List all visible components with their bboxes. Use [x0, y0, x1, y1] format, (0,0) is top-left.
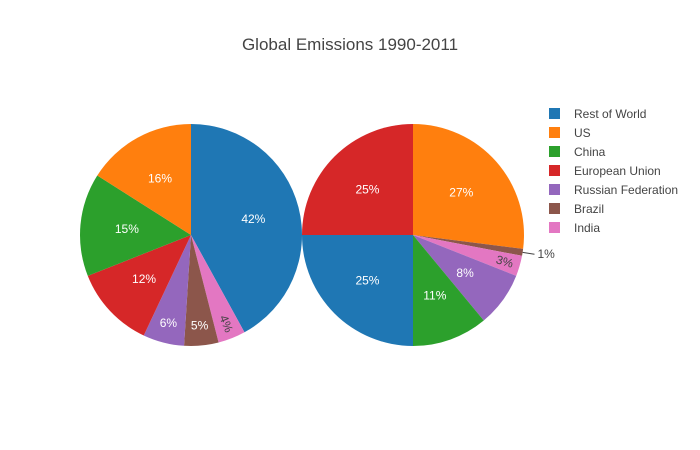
pie2-label-china: 11% [423, 289, 446, 303]
pie1-label-brazil: 5% [191, 319, 209, 333]
legend[interactable]: Rest of World US China European Union Russia… [549, 107, 678, 235]
legend-swatch-russian-federation [549, 184, 560, 195]
pie2-label-rest-of-world: 25% [355, 274, 379, 288]
legend-item-china[interactable]: China [549, 145, 606, 159]
legend-label-russian-federation: Russian Federation [574, 183, 678, 197]
pie2-leader-brazil [522, 251, 535, 255]
legend-label-european-union: European Union [574, 164, 661, 178]
pie2-slice-china[interactable] [413, 235, 484, 346]
legend-item-european-union[interactable]: European Union [549, 164, 661, 178]
legend-label-china: China [574, 145, 606, 159]
pie1-slice-china[interactable] [79, 175, 191, 276]
pie2-label-russian-federation: 8% [456, 266, 474, 280]
pie1-label-russian-federation: 6% [160, 316, 178, 330]
pie1-label-china: 15% [115, 222, 139, 236]
legend-swatch-european-union [549, 165, 560, 176]
pie-2: 27% 1% 3% 8% 11% 25% 25% [302, 124, 555, 346]
pie2-slice-india[interactable] [413, 235, 523, 276]
legend-swatch-us [549, 127, 560, 138]
pie1-slice-russian-federation[interactable] [143, 235, 191, 346]
pie2-slice-brazil[interactable] [413, 235, 524, 256]
legend-item-us[interactable]: US [549, 126, 591, 140]
legend-swatch-india [549, 222, 560, 233]
legend-swatch-china [549, 146, 560, 157]
pie2-slice-european-union[interactable] [302, 124, 413, 235]
pie2-slice-russian-federation[interactable] [413, 235, 517, 321]
legend-item-russian-federation[interactable]: Russian Federation [549, 183, 678, 197]
legend-item-brazil[interactable]: Brazil [549, 202, 604, 216]
legend-item-rest-of-world[interactable]: Rest of World [549, 107, 646, 121]
pies-group: 42% 4% 5% 6% 12% 15% 16% 27% 1% 3% 8% 11% 25% 25% [79, 124, 555, 346]
legend-swatch-brazil [549, 203, 560, 214]
legend-label-rest-of-world: Rest of World [574, 107, 646, 121]
pie1-slice-brazil[interactable] [184, 235, 219, 346]
pie1-slice-european-union[interactable] [87, 235, 191, 336]
pie2-label-us: 27% [449, 185, 473, 199]
pie2-label-european-union: 25% [355, 182, 379, 196]
pie2-slice-rest-of-world[interactable] [302, 235, 413, 346]
legend-label-us: US [574, 126, 591, 140]
legend-label-india: India [574, 221, 600, 235]
pie2-label-brazil: 1% [537, 247, 555, 261]
legend-item-india[interactable]: India [549, 221, 600, 235]
pie1-label-rest-of-world: 42% [241, 212, 265, 226]
legend-label-brazil: Brazil [574, 202, 604, 216]
pie1-slice-us[interactable] [97, 124, 191, 235]
pie1-slice-rest-of-world[interactable] [191, 124, 302, 333]
pie-1: 42% 4% 5% 6% 12% 15% 16% [79, 124, 302, 346]
pie1-label-european-union: 12% [132, 272, 156, 286]
pie1-label-india: 4% [216, 313, 236, 335]
legend-swatch-rest-of-world [549, 108, 560, 119]
pie1-slice-india[interactable] [191, 235, 245, 343]
pie2-label-india: 3% [494, 252, 515, 270]
pie2-slice-us[interactable] [413, 124, 524, 249]
pie1-label-us: 16% [148, 172, 172, 186]
chart-title: Global Emissions 1990-2011 [242, 35, 458, 54]
